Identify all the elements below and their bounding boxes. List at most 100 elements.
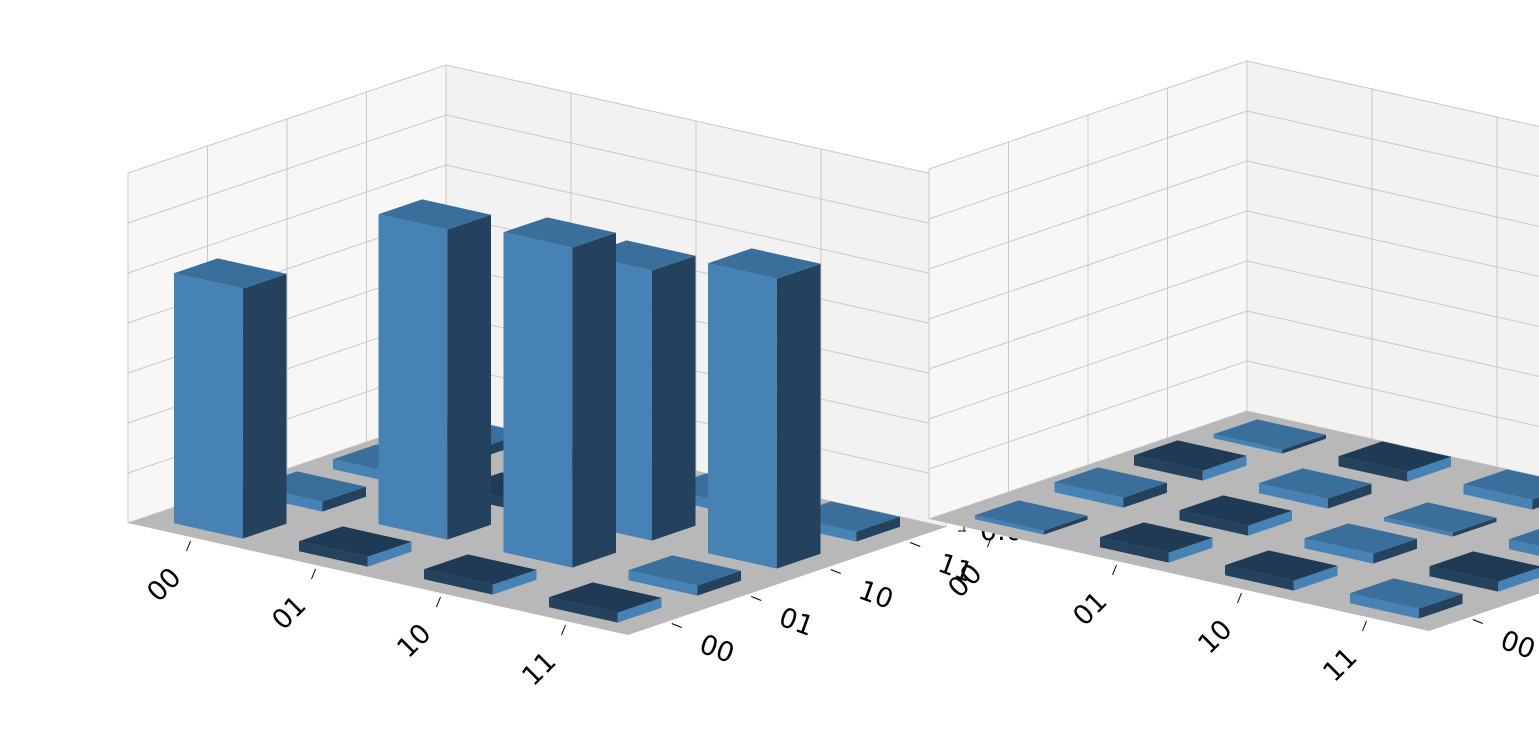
bar [299,526,412,567]
bar-side-face [1532,497,1539,510]
bar-front-face [299,541,368,567]
bar [424,554,537,595]
bar-side-face [1418,593,1463,619]
bar [1213,419,1326,454]
bar-front-face [1134,455,1203,481]
bar [1384,502,1497,537]
bar-top-face [174,258,287,289]
bar-side-face [1043,515,1088,535]
bar-front-face [1350,593,1419,619]
bar-front-face [378,214,448,540]
bar-top-face [1213,419,1326,450]
bar-front-face [1338,456,1408,482]
bar-side-face [322,486,366,512]
bar [1179,495,1292,536]
bar-side-face [1248,510,1292,536]
bar-top-face [1304,523,1417,554]
bar-front-face [1304,538,1374,564]
bar [1350,578,1463,619]
bar-side-face [1202,455,1247,481]
bar-front-face [549,597,618,623]
bar-top-face [549,582,662,613]
bar [1259,468,1372,509]
bar [975,500,1088,535]
bar-top-face [1054,467,1167,498]
x-tick-label: 10 [391,618,437,664]
bar [628,555,741,596]
x-tick-label: 00 [141,562,187,608]
bar-top-face [975,500,1088,531]
bar-side-face [1373,538,1417,564]
bar-side-face [856,516,900,542]
bar-top-face [299,526,412,557]
bar-top-face [1429,551,1539,582]
bar-front-face [1509,539,1539,556]
bar-front-face [424,569,493,595]
x-tick-label: 01 [266,590,312,636]
bar [1134,440,1247,481]
bar-front-face [1179,510,1249,536]
bar-front-face [1213,434,1283,454]
bar-top-face [1179,495,1292,526]
bar-top-face [1225,550,1338,581]
bar [378,199,491,540]
bar-side-face [617,597,662,623]
x-tick-label: 11 [516,646,562,692]
bar-front-face [1054,482,1124,508]
bar-top-face [1338,441,1451,472]
imaginary-part-panel: 0.000.050.100.150.200.250.300.3500011011… [928,60,1539,688]
y-tick-label: 01 [775,602,818,643]
bar [503,217,616,568]
bars [975,419,1539,619]
bar [1509,529,1539,556]
bar-side-face [1498,567,1539,592]
bar [1100,522,1213,563]
bar-side-face [367,541,412,567]
bar-side-face [1452,517,1497,537]
y-tick-label: 00 [695,629,738,670]
bar [1304,523,1417,564]
bar-top-face [1134,440,1247,471]
bar [1463,469,1539,510]
bar-side-face [447,214,491,540]
bar-side-face [242,273,287,539]
bar-top-face [1259,468,1372,499]
real-part-panel: 0.000.050.100.150.200.250.300.3500011011… [127,64,1040,692]
bar-side-face [1327,483,1372,509]
bar-side-face [776,263,821,569]
bar-side-face [1168,537,1213,563]
bar-top-face [628,555,741,586]
bar-front-face [1463,484,1533,510]
bar-front-face [1429,566,1499,592]
bar-front-face [1384,517,1453,537]
y-tick-label: 10 [854,575,897,616]
bar-front-face [708,263,777,569]
bar-top-face [378,199,491,230]
bar-front-face [174,273,243,539]
bars [174,199,900,623]
bar-top-face [1100,522,1213,553]
bar-front-face [1100,537,1169,563]
bar-front-face [1259,483,1328,509]
bar-side-face [1293,565,1338,591]
bar-side-face [1282,434,1326,454]
bar-top-face [424,554,537,585]
bar-top-face [1350,578,1463,609]
back-pane [1247,61,1539,477]
bar [1225,550,1338,591]
bar [174,258,287,539]
bar-side-face [697,570,741,596]
bar-side-face [492,569,537,595]
bar-top-face [1463,469,1539,500]
x-tick-label: 01 [1067,586,1113,632]
bar-side-face [1123,482,1167,508]
bar-top-face [708,248,821,279]
bar-top-face [503,217,616,248]
bar [708,248,821,569]
bar-side-face [572,232,616,568]
x-tick-label: 11 [1317,642,1363,688]
bar-front-face [1225,565,1294,591]
y-tick-label: 00 [1496,625,1539,666]
bar-side-face [651,255,696,541]
